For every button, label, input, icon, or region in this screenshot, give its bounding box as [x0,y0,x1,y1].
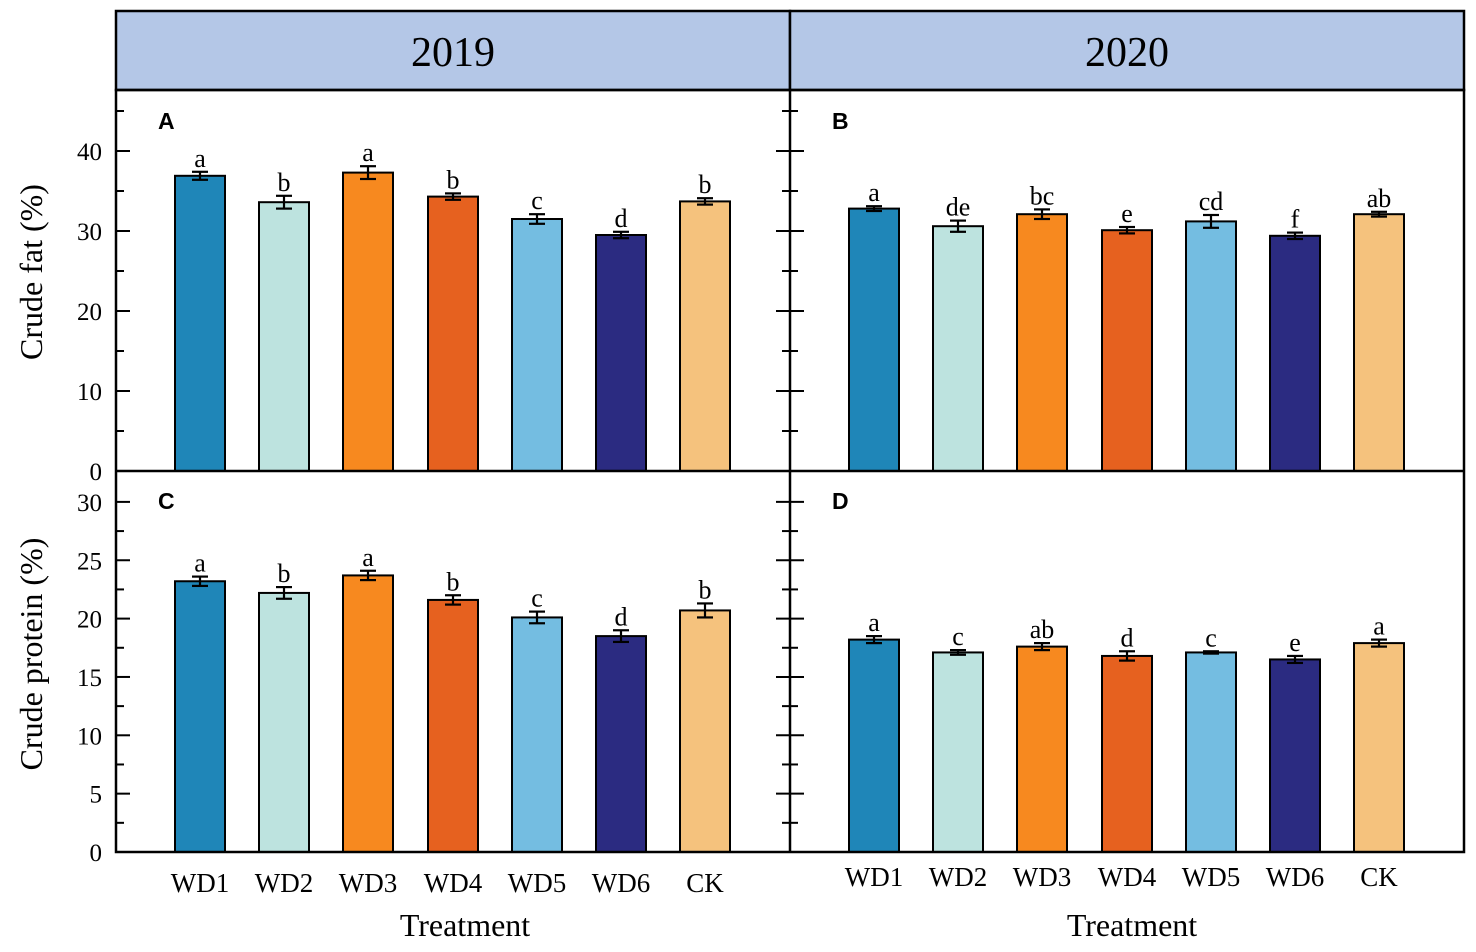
bar-wd1 [848,207,900,472]
bar-wd4 [1101,229,1153,472]
panel-label-a: A [158,108,175,134]
significance-letter: a [868,608,880,637]
panel-d-crude-protein-2020: a WD1 c WD2 ab WD3 d WD4 c WD5 e WD6 a CK [776,500,1405,892]
y-tick-label: 25 [77,548,102,575]
x-tick-label: WD6 [1266,862,1324,892]
header-2019-label: 2019 [411,30,495,76]
bar-wd5 [1185,220,1237,472]
y-tick-label: 5 [90,782,103,809]
bar-wd5 [511,218,563,472]
significance-letter: ab [1030,615,1055,644]
significance-letter: b [699,575,712,604]
significance-letter: d [615,204,628,233]
bar-ck [679,200,731,472]
x-tick-label: WD1 [845,862,903,892]
y-tick-label: 20 [77,299,102,326]
bar-wd6 [1269,234,1321,472]
x-tick-label: WD4 [1098,862,1157,892]
bar-wd6 [1269,658,1321,853]
significance-letter: cd [1199,187,1224,216]
y-tick-label: 10 [77,379,102,406]
x-tick-label: WD3 [339,868,397,898]
significance-letter: a [868,178,880,207]
bar-wd2 [932,225,984,472]
significance-letter: e [1289,628,1301,657]
significance-letter: c [531,584,543,613]
y-tick-label: 10 [77,723,102,750]
bar-wd2 [258,591,310,854]
panel-label-c: C [158,488,175,514]
y-tick-label: 30 [77,490,102,517]
x-tick-label: WD2 [929,862,987,892]
y-tick-label: 40 [77,139,102,166]
panel-b-crude-fat-2020: a de bc e cd f ab [776,110,1405,472]
bar-wd1 [174,174,226,473]
significance-letter: f [1291,205,1300,234]
significance-letter: b [447,165,460,194]
y-tick-label: 30 [77,219,102,246]
panel-c-crude-protein-2019: 0 5 10 15 20 25 30 a WD1 b WD2 a WD3 b WD4 c WD5 d WD6 b CK [77,490,731,898]
panel-label-d: D [832,488,849,514]
x-tick-label: WD5 [508,868,566,898]
bar-wd2 [258,201,310,472]
header-2019-cell [114,9,792,92]
bar-wd1 [848,638,900,854]
significance-letter: b [278,168,291,197]
significance-letter: d [615,602,628,631]
significance-letter: de [946,193,971,222]
bar-wd4 [1101,654,1153,853]
bar-wd6 [595,635,647,853]
significance-letter: c [952,622,964,651]
y-tick-label: 0 [90,459,103,486]
x-tick-label: CK [1360,862,1398,892]
significance-letter: a [1373,612,1385,641]
y-tick-label: 20 [77,607,102,634]
bar-ck [679,609,731,854]
x-tick-label: WD1 [171,868,229,898]
significance-letter: b [278,559,291,588]
x-axis-title-left: Treatment [400,907,530,943]
significance-letter: e [1121,199,1133,228]
significance-letter: ab [1367,184,1392,213]
bar-wd4 [427,195,479,472]
header-2020-label: 2020 [1085,30,1169,76]
significance-letter: b [699,170,712,199]
y-axis-title-crude-protein: Crude protein (%) [13,538,49,771]
bar-ck [1353,213,1405,472]
y-axis-title-crude-fat: Crude fat (%) [13,184,49,360]
significance-letter: a [362,138,374,167]
significance-letter: c [1205,623,1217,652]
bar-wd5 [1185,651,1237,853]
bar-wd5 [511,616,563,853]
x-axis-title-right: Treatment [1067,907,1197,943]
x-tick-label: CK [686,868,724,898]
significance-letter: c [531,186,543,215]
bar-ck [1353,642,1405,853]
x-tick-label: WD6 [592,868,650,898]
significance-letter: a [194,144,206,173]
significance-letter: d [1121,623,1134,652]
significance-letter: a [362,543,374,572]
x-tick-label: WD3 [1013,862,1071,892]
significance-letter: a [194,549,206,578]
significance-letter: bc [1030,181,1055,210]
bar-wd4 [427,598,479,853]
x-tick-label: WD4 [424,868,483,898]
bar-wd3 [1016,213,1068,472]
significance-letter: b [447,567,460,596]
bar-wd3 [1016,645,1068,853]
bar-wd3 [342,574,394,854]
x-tick-label: WD5 [1182,862,1240,892]
bar-wd6 [595,234,647,472]
bar-wd1 [174,580,226,853]
y-tick-label: 0 [90,840,103,867]
panel-label-b: B [832,108,849,134]
bar-wd3 [342,171,394,472]
bar-wd2 [932,651,984,853]
header-2020-cell [788,9,1466,92]
panel-a-crude-fat-2019: 0 10 20 30 40 a b a b c d b [77,110,731,486]
y-tick-label: 15 [77,665,102,692]
x-tick-label: WD2 [255,868,313,898]
